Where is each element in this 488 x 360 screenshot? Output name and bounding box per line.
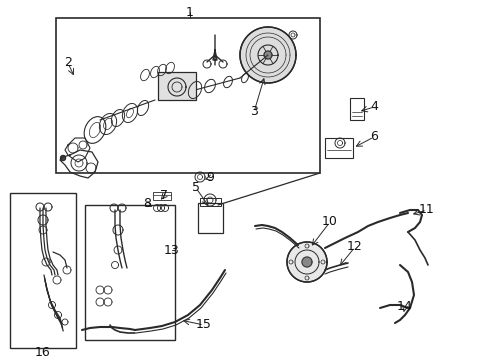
Polygon shape [61, 156, 65, 161]
Polygon shape [302, 257, 311, 267]
Bar [10, 193, 76, 348]
Text: 16: 16 [35, 346, 51, 359]
Text: 15: 15 [196, 319, 211, 332]
Text: 11: 11 [418, 203, 434, 216]
Polygon shape [264, 51, 271, 59]
Bar [56, 18, 319, 173]
Text: 10: 10 [322, 216, 337, 229]
Text: 13: 13 [164, 243, 180, 256]
Polygon shape [240, 27, 295, 83]
Text: 1: 1 [185, 5, 194, 18]
Polygon shape [286, 242, 326, 282]
FancyBboxPatch shape [158, 72, 196, 100]
Text: 3: 3 [249, 105, 257, 118]
Text: 8: 8 [142, 198, 151, 211]
Text: 12: 12 [346, 240, 362, 253]
Text: 9: 9 [205, 171, 214, 184]
Text: 2: 2 [64, 57, 72, 69]
Text: 6: 6 [369, 130, 377, 144]
Text: 4: 4 [369, 100, 377, 113]
Text: 7: 7 [160, 189, 168, 202]
Bar [85, 205, 175, 340]
Text: 14: 14 [396, 301, 412, 314]
Text: 5: 5 [192, 181, 200, 194]
